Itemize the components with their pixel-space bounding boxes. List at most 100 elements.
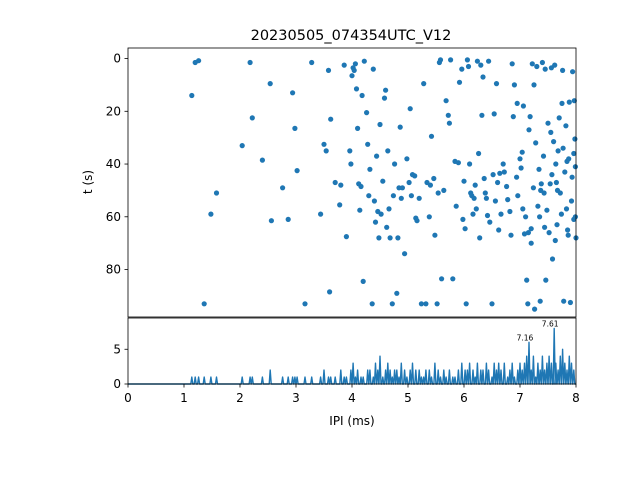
scatter-point (360, 278, 366, 284)
top-panel-background (128, 48, 576, 317)
scatter-point (547, 181, 553, 187)
scatter-point (527, 114, 533, 120)
scatter-point (387, 235, 393, 241)
scatter-point (514, 100, 520, 106)
scatter-point (500, 161, 506, 167)
scatter-point (358, 183, 364, 190)
scatter-point (389, 301, 395, 307)
scatter-point (484, 212, 491, 219)
scatter-point (532, 306, 538, 312)
scatter-point (365, 141, 371, 147)
scatter-point (530, 185, 537, 191)
scatter-point (520, 206, 526, 212)
scatter-point (463, 301, 469, 307)
scatter-point (478, 62, 484, 68)
scatter-point (511, 82, 517, 88)
scatter-point (548, 129, 554, 135)
scatter-point (497, 170, 503, 176)
scatter-point (285, 216, 291, 222)
scatter-point (292, 125, 298, 131)
scatter-point (518, 165, 524, 171)
scatter-point (414, 218, 420, 224)
scatter-point (479, 112, 485, 118)
y-axis-label: t (s) (81, 170, 95, 194)
x-tick-label: 6 (460, 391, 468, 405)
x-axis-label: IPI (ms) (329, 414, 374, 428)
x-tick-label: 4 (348, 391, 356, 405)
scatter-point (533, 140, 539, 146)
scatter-point (536, 166, 542, 172)
scatter-point (462, 226, 468, 232)
y-tick-label: 0 (113, 377, 121, 391)
scatter-point (247, 59, 253, 66)
top-panel: 0 20 40 60 80 t (s) (81, 47, 579, 318)
scatter-point (361, 58, 367, 64)
scatter-point (526, 127, 532, 133)
scatter-point (571, 150, 577, 157)
scatter-point (290, 90, 296, 96)
scatter-point (515, 193, 521, 199)
y-tick-label: 20 (106, 104, 121, 118)
scatter-point (531, 82, 537, 88)
scatter-point (376, 235, 382, 241)
scatter-point (470, 211, 476, 217)
x-tick-label: 2 (236, 391, 244, 405)
scatter-point (493, 81, 500, 87)
scatter-point (528, 226, 534, 232)
scatter-point (542, 66, 548, 72)
scatter-point (377, 121, 383, 128)
scatter-point (514, 174, 520, 180)
scatter-point (566, 156, 572, 162)
scatter-point (477, 235, 483, 241)
y-tick-label: 0 (113, 52, 121, 66)
scatter-point (565, 227, 571, 233)
scatter-point (541, 190, 547, 196)
scatter-point (555, 148, 561, 154)
scatter-point (445, 112, 451, 118)
scatter-point (443, 98, 449, 104)
scatter-point (486, 58, 492, 64)
scatter-point (472, 182, 478, 188)
scatter-point (560, 145, 566, 151)
y-tick-label: 80 (106, 263, 121, 277)
scatter-point (461, 178, 467, 184)
scatter-point (540, 153, 547, 159)
scatter-point (495, 179, 501, 186)
scatter-point (567, 299, 574, 306)
scatter-point (563, 206, 570, 212)
scatter-point (343, 234, 349, 240)
scatter-point (553, 179, 560, 186)
y-tick-label: 60 (106, 210, 121, 224)
scatter-point (558, 211, 565, 217)
scatter-point (504, 183, 510, 190)
peak-annotation: 7.16 (517, 333, 534, 342)
scatter-point (455, 160, 461, 166)
scatter-point (239, 143, 245, 149)
scatter-point (524, 277, 530, 283)
scatter-point (569, 174, 575, 180)
scatter-point (551, 139, 557, 145)
x-tick-label: 7 (516, 391, 524, 405)
top-y-ticks: 0 20 40 60 80 (106, 52, 128, 277)
scatter-point (380, 178, 386, 184)
chart-title: 20230505_074354UTC_V12 (251, 28, 452, 44)
scatter-point (366, 193, 372, 199)
scatter-point (492, 198, 498, 204)
scatter-point (416, 195, 422, 201)
scatter-point (332, 179, 338, 186)
scatter-point (480, 74, 486, 80)
scatter-point (572, 214, 579, 220)
scatter-point (539, 59, 546, 66)
scatter-point (459, 66, 465, 72)
scatter-point (338, 182, 344, 188)
scatter-point (371, 198, 377, 204)
scatter-point (386, 206, 392, 212)
scatter-point (337, 202, 343, 208)
scatter-point (294, 168, 300, 174)
scatter-point (201, 301, 207, 307)
scatter-point (309, 59, 315, 66)
scatter-point (517, 156, 523, 162)
scatter-point (426, 214, 432, 220)
scatter-point (367, 166, 373, 172)
